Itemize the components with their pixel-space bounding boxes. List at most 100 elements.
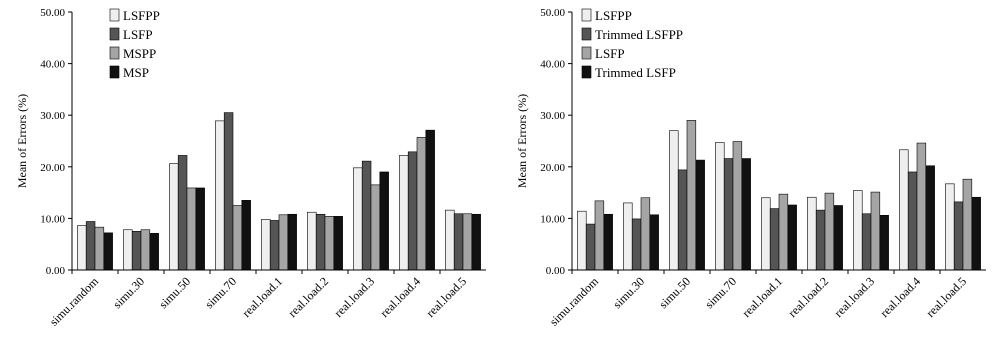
legend-label: LSFP [595,46,625,61]
bar-trimmed-lsfp-real.load.4 [925,165,935,271]
bar-lsfpp-simu.70 [215,120,225,271]
bar-trimmed-lsfp-real.load.1 [787,204,797,271]
legend-swatch [109,27,120,41]
y-tick-label: 10.00 [540,213,565,225]
bar-trimmed-lsfp-real.load.2 [833,205,843,271]
x-tick-label: simu.random [547,274,602,329]
bar-lsfp-real.load.2 [824,192,835,271]
y-tick-label: 0.00 [46,265,66,277]
y-tick-label: 30.00 [40,110,65,122]
bar-lsfp-real.load.5 [453,213,464,271]
bar-msp-real.load.3 [379,171,389,271]
bar-trimmed-lsfpp-real.load.2 [815,209,826,271]
bar-lsfp-simu.70 [732,141,743,271]
bar-lsfp-real.load.1 [269,220,280,271]
bar-lsfp-real.load.3 [361,160,372,271]
bar-trimmed-lsfpp-real.load.3 [861,213,872,271]
bar-lsfp-simu.70 [223,112,234,271]
x-tick-label: simu.70 [702,274,739,311]
bar-trimmed-lsfpp-real.load.1 [769,208,780,271]
bar-mspp-real.load.4 [416,137,427,271]
bar-mspp-real.load.1 [278,214,289,271]
bar-mspp-real.load.5 [462,213,473,271]
bar-mspp-real.load.3 [370,184,381,271]
legend-label: LSFPP [123,8,160,23]
bar-trimmed-lsfpp-real.load.5 [953,201,964,271]
legend-swatch [581,8,592,22]
x-tick-label: simu.random [47,274,102,329]
x-tick-label: real.load.4 [377,274,423,320]
bar-trimmed-lsfp-simu.30 [649,214,659,271]
x-tick-label: real.load.5 [923,274,969,320]
x-tick-label: real.load.2 [285,274,331,320]
bar-mspp-simu.random [94,226,105,271]
x-tick-label: simu.50 [156,274,193,311]
x-tick-label: real.load.2 [785,274,831,320]
bar-trimmed-lsfpp-simu.random [585,223,596,271]
y-tick-label: 50.00 [40,7,65,19]
bar-lsfpp-simu.30 [623,202,633,271]
y-tick-label: 30.00 [540,110,565,122]
bar-lsfpp-real.load.4 [399,155,409,271]
y-tick-label: 40.00 [540,59,565,71]
bar-lsfpp-real.load.1 [261,219,271,271]
y-axis-title: Mean of Errors (%) [515,94,529,188]
x-tick-label: simu.50 [656,274,693,311]
bar-lsfp-real.load.4 [407,151,418,271]
bar-lsfp-simu.30 [131,231,142,271]
bar-lsfp-real.load.2 [315,213,326,271]
x-tick-label: simu.30 [110,274,147,311]
x-tick-label: real.load.5 [423,274,469,320]
y-tick-label: 0.00 [546,265,566,277]
bar-lsfp-simu.random [594,200,605,271]
bar-lsfpp-real.load.2 [807,196,817,271]
bar-lsfpp-simu.70 [715,142,725,271]
legend-label: Trimmed LSFP [595,65,676,80]
bar-mspp-simu.70 [232,205,243,271]
bar-lsfp-real.load.3 [870,191,881,271]
legend-label: MSPP [123,46,156,61]
x-tick-label: simu.30 [610,274,647,311]
bar-lsfpp-simu.random [577,210,587,271]
bar-lsfpp-simu.random [77,225,87,271]
bar-lsfpp-real.load.5 [945,183,955,271]
bar-lsfpp-real.load.4 [899,149,909,271]
x-tick-label: real.load.4 [877,274,923,320]
chart-2: 0.00 10.00 20.00 30.00 40.00 50.00 simu.random… [515,7,986,329]
bar-msp-real.load.2 [333,216,343,271]
y-tick-label: 10.00 [40,213,65,225]
bar-msp-simu.50 [195,187,205,271]
bar-lsfpp-real.load.1 [761,197,771,271]
x-tick-label: real.load.3 [331,274,377,320]
bar-lsfp-simu.random [85,221,96,271]
y-tick-label: 50.00 [540,7,565,19]
x-tick-label: real.load.1 [739,274,785,320]
bar-trimmed-lsfp-simu.random [603,213,613,271]
y-tick-label: 20.00 [40,162,65,174]
bar-trimmed-lsfp-real.load.3 [879,215,889,271]
bar-msp-real.load.1 [287,213,297,271]
bar-msp-simu.70 [241,200,251,271]
bar-lsfpp-simu.30 [123,229,133,271]
bar-msp-real.load.4 [425,129,435,271]
legend-label: LSFP [123,27,153,42]
bar-lsfp-simu.50 [686,120,697,271]
legend-swatch [109,8,120,22]
bar-lsfp-real.load.4 [916,142,927,271]
y-tick-label: 40.00 [40,59,65,71]
x-tick-label: real.load.1 [239,274,285,320]
legend-swatch [109,65,120,79]
bar-trimmed-lsfp-real.load.5 [971,196,981,271]
bar-lsfp-real.load.5 [962,178,973,271]
legend-label: Trimmed LSFPP [595,27,683,42]
bar-lsfp-simu.50 [177,155,188,271]
bar-trimmed-lsfpp-simu.30 [631,218,642,271]
legend-swatch [581,65,592,79]
bar-lsfp-simu.30 [640,197,651,271]
bar-msp-simu.30 [149,233,159,271]
bar-trimmed-lsfpp-real.load.4 [907,171,918,271]
bar-msp-simu.random [103,232,113,271]
legend-swatch [581,46,592,60]
